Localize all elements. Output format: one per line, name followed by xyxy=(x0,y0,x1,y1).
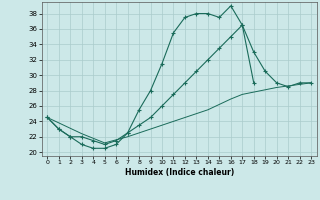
X-axis label: Humidex (Indice chaleur): Humidex (Indice chaleur) xyxy=(124,168,234,177)
